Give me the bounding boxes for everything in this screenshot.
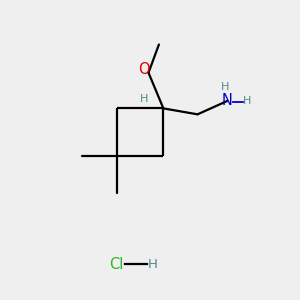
Text: H: H [148,258,158,271]
Text: Cl: Cl [109,257,123,272]
Text: O: O [138,62,150,77]
Text: H: H [140,94,148,104]
Text: N: N [222,94,233,109]
Text: H: H [221,82,229,92]
Text: H: H [243,96,252,106]
